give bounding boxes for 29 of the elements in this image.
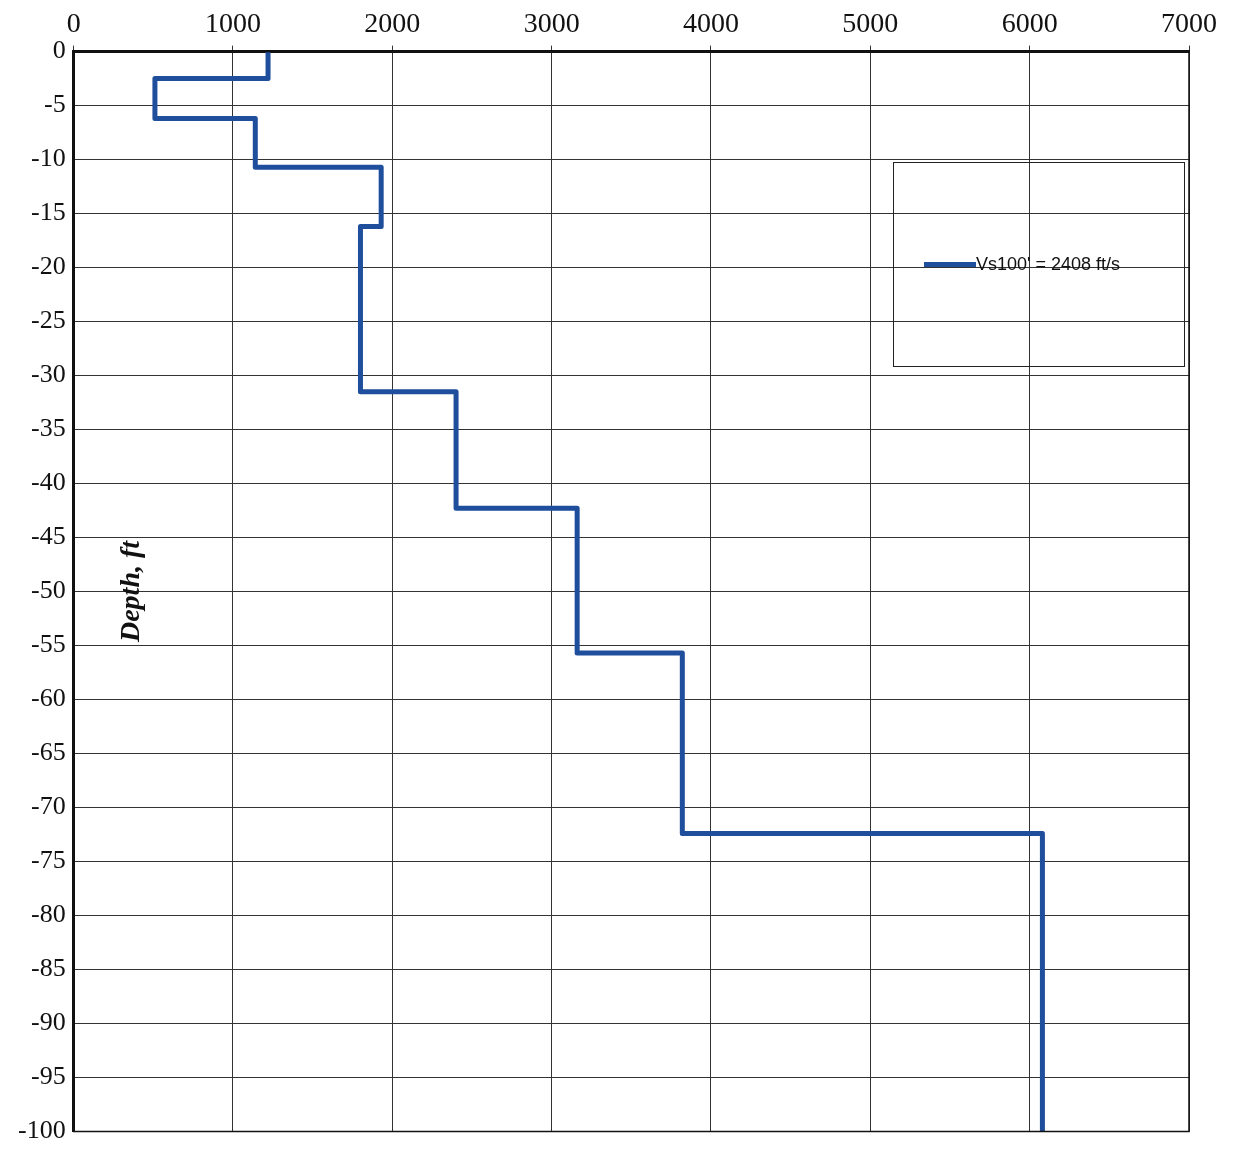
y-axis-title: Depth, ft xyxy=(113,539,145,644)
y-tick-label: -50 xyxy=(30,575,66,605)
y-tick-label: -40 xyxy=(30,467,66,497)
y-tick-label: -75 xyxy=(30,845,66,875)
y-tick-label: -20 xyxy=(30,251,66,281)
y-tick-label: -80 xyxy=(30,899,66,929)
x-tick-label: 3000 xyxy=(523,7,580,39)
y-tick-label: -10 xyxy=(30,143,66,173)
y-tick-label: -95 xyxy=(30,1061,66,1091)
x-tick-label: 4000 xyxy=(683,7,739,39)
y-tick-label: -70 xyxy=(30,791,66,821)
y-tick-label: -85 xyxy=(30,953,66,983)
y-tick-label: -65 xyxy=(30,737,66,767)
y-tick-label: 0 xyxy=(52,35,66,65)
y-tick-label: -5 xyxy=(43,89,66,119)
x-tick-label: 7000 xyxy=(1161,7,1217,39)
y-tick-label: -35 xyxy=(30,413,66,443)
x-tick-label: 1000 xyxy=(204,7,261,39)
y-tick-label: -15 xyxy=(30,197,66,227)
x-tick-label: 5000 xyxy=(842,7,899,39)
x-tick-label: 2000 xyxy=(364,7,421,39)
x-tick-label: 6000 xyxy=(1001,7,1058,39)
y-tick-label: -60 xyxy=(30,683,66,713)
y-tick-label: -25 xyxy=(30,305,66,335)
y-tick-label: -30 xyxy=(30,359,66,389)
y-tick-label: -55 xyxy=(30,629,66,659)
y-tick-label: -45 xyxy=(30,521,66,551)
y-tick-label: -100 xyxy=(17,1115,66,1145)
y-tick-label: -90 xyxy=(30,1007,66,1037)
